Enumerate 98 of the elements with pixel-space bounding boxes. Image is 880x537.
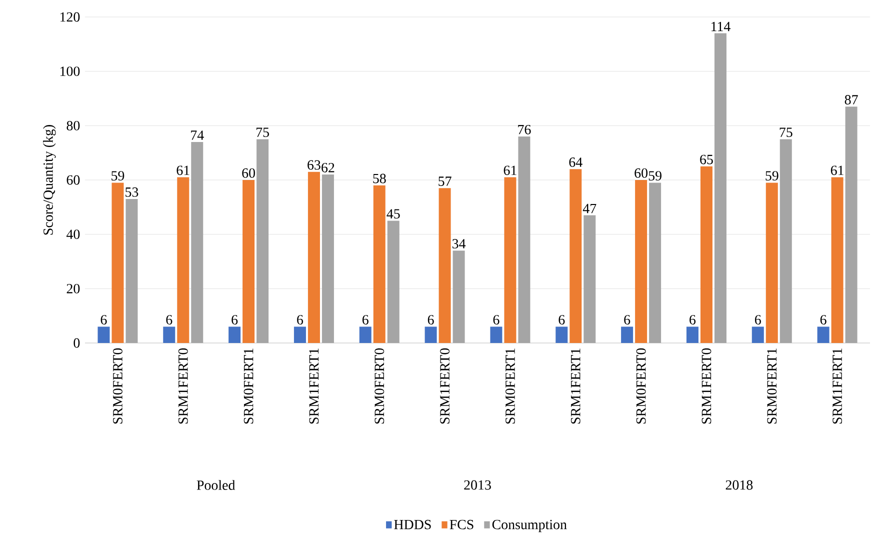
data-label: 57 xyxy=(438,176,452,186)
bar xyxy=(752,326,764,343)
bar xyxy=(191,142,204,343)
y-axis-title: Score/Quantity (kg) xyxy=(43,125,56,235)
y-tick-label: 80 xyxy=(66,120,80,130)
bar xyxy=(308,172,320,343)
data-label: 6 xyxy=(820,315,826,324)
bar xyxy=(452,250,465,343)
bar xyxy=(490,326,502,343)
data-label: 76 xyxy=(518,124,531,134)
y-tick-label: 0 xyxy=(74,338,80,348)
x-tick-label: SRM1FERT1 xyxy=(309,348,319,424)
text: Pooled xyxy=(196,480,236,490)
data-label: 47 xyxy=(582,204,596,214)
bar xyxy=(570,169,582,343)
bar xyxy=(373,185,386,343)
text: 2013 xyxy=(464,480,491,490)
y-tick-label: 100 xyxy=(60,66,80,76)
bar xyxy=(322,174,334,343)
x-tick-label: SRM1FERT0 xyxy=(440,348,450,424)
data-label: 6 xyxy=(690,315,696,324)
y-tick-label: 60 xyxy=(66,175,80,185)
x-tick-label: SRM0FERT1 xyxy=(506,348,515,424)
data-label: 59 xyxy=(766,171,778,181)
data-label: 58 xyxy=(373,174,386,184)
bar xyxy=(556,326,568,343)
y-tick-label: 120 xyxy=(60,12,80,22)
data-label: 114 xyxy=(711,22,730,32)
y-tick-label: 20 xyxy=(66,284,80,294)
bar xyxy=(228,326,241,343)
x-tick-label: SRM1FERT0 xyxy=(702,348,712,424)
data-label: 87 xyxy=(844,95,858,104)
data-label: 62 xyxy=(322,162,334,172)
bar xyxy=(294,326,306,343)
legend-label: FCS xyxy=(450,520,474,530)
data-label: 34 xyxy=(452,239,466,248)
data-label: 59 xyxy=(112,171,124,181)
bar xyxy=(686,326,698,343)
y-tick-label: 40 xyxy=(66,230,80,240)
bar xyxy=(714,33,726,343)
x-tick-label: SRM0FERT0 xyxy=(636,348,646,424)
data-label: 64 xyxy=(569,158,582,167)
data-label: 75 xyxy=(256,128,269,138)
data-label: 6 xyxy=(297,315,304,324)
data-label: 75 xyxy=(780,128,792,138)
data-label: 6 xyxy=(362,315,368,324)
bar xyxy=(766,182,778,343)
bar xyxy=(256,139,269,343)
text: 2018 xyxy=(726,480,753,490)
bar xyxy=(621,326,634,343)
data-label: 63 xyxy=(308,160,320,170)
data-label: 61 xyxy=(504,166,516,176)
data-label: 6 xyxy=(232,315,238,324)
legend-label: Consumption xyxy=(492,520,567,532)
x-tick-label: SRM0FERT0 xyxy=(374,348,384,424)
data-label: 6 xyxy=(754,315,761,324)
data-label: 60 xyxy=(634,168,648,178)
bar xyxy=(845,106,858,343)
bar xyxy=(387,220,400,343)
data-label: 65 xyxy=(700,154,713,164)
bar xyxy=(163,326,176,343)
data-label: 45 xyxy=(386,209,400,219)
x-tick-label: SRM0FERT1 xyxy=(767,348,777,424)
x-tick-label: SRM1FERT0 xyxy=(178,348,188,424)
bar xyxy=(780,139,792,343)
bar xyxy=(649,182,662,343)
bar xyxy=(126,199,138,343)
data-label: 6 xyxy=(100,315,107,324)
data-label: 61 xyxy=(176,166,190,176)
data-label: 53 xyxy=(126,187,138,197)
legend-label: HDDS xyxy=(394,520,431,530)
data-label: 6 xyxy=(558,315,565,324)
data-label: 6 xyxy=(624,315,630,324)
bar xyxy=(518,136,530,343)
data-label: 6 xyxy=(166,315,172,324)
data-label: 60 xyxy=(242,168,255,178)
data-label: 74 xyxy=(191,130,204,140)
bar xyxy=(112,182,124,343)
bar xyxy=(504,177,516,343)
x-tick-label: SRM1FERT1 xyxy=(832,348,842,424)
bar xyxy=(817,326,830,343)
bar xyxy=(98,326,110,343)
bar xyxy=(584,215,596,343)
bar xyxy=(424,326,437,343)
bar xyxy=(359,326,372,343)
data-label: 6 xyxy=(493,315,500,324)
bar xyxy=(831,177,844,343)
data-label: 6 xyxy=(428,315,434,324)
x-tick-label: SRM0FERT0 xyxy=(113,348,122,424)
x-tick-label: SRM0FERT1 xyxy=(244,348,254,424)
bar xyxy=(242,180,255,343)
data-label: 59 xyxy=(648,171,662,181)
bar xyxy=(635,180,648,343)
bar xyxy=(438,188,451,343)
bar xyxy=(700,166,712,343)
data-label: 61 xyxy=(830,166,844,176)
bar xyxy=(177,177,190,343)
x-tick-label: SRM1FERT1 xyxy=(570,348,580,424)
